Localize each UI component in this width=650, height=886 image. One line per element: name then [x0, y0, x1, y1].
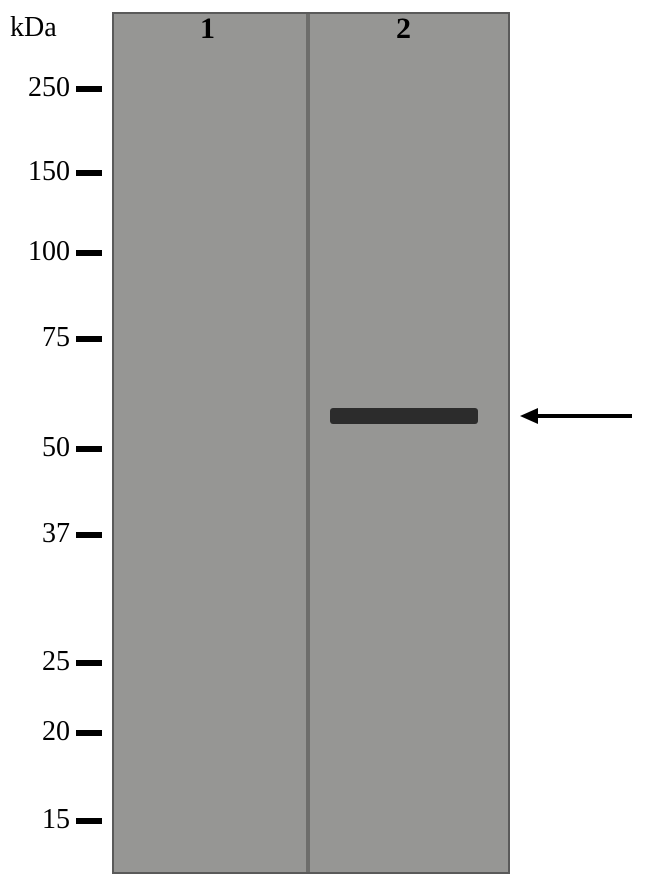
- marker-label: 50: [0, 432, 70, 464]
- lane-label-1: 1: [200, 12, 215, 46]
- marker-tick: [76, 730, 102, 736]
- lane-label-text: 2: [396, 12, 411, 45]
- marker-value: 100: [28, 236, 70, 267]
- marker-tick: [76, 336, 102, 342]
- marker-label: 25: [0, 646, 70, 678]
- marker-label: 150: [0, 156, 70, 188]
- marker-label: 75: [0, 322, 70, 354]
- marker-label: 37: [0, 518, 70, 550]
- axis-unit-label: kDa: [10, 12, 57, 44]
- marker-value: 150: [28, 156, 70, 187]
- marker-value: 20: [42, 716, 70, 747]
- marker-label: 15: [0, 804, 70, 836]
- marker-value: 37: [42, 518, 70, 549]
- marker-tick: [76, 170, 102, 176]
- marker-value: 15: [42, 804, 70, 835]
- marker-value: 25: [42, 646, 70, 677]
- marker-label: 100: [0, 236, 70, 268]
- blot-membrane: [112, 12, 510, 874]
- band-arrow-icon: [516, 402, 636, 430]
- marker-tick: [76, 446, 102, 452]
- marker-tick: [76, 86, 102, 92]
- marker-label: 250: [0, 72, 70, 104]
- lane-divider: [306, 14, 310, 872]
- protein-band: [330, 408, 478, 424]
- marker-tick: [76, 532, 102, 538]
- marker-value: 75: [42, 322, 70, 353]
- figure-container: kDa 250 150 100 75 50 37 25 20 15: [0, 0, 650, 886]
- lane-label-2: 2: [396, 12, 411, 46]
- marker-tick: [76, 250, 102, 256]
- marker-tick: [76, 818, 102, 824]
- marker-value: 250: [28, 72, 70, 103]
- marker-value: 50: [42, 432, 70, 463]
- axis-unit-text: kDa: [10, 12, 57, 43]
- marker-tick: [76, 660, 102, 666]
- marker-label: 20: [0, 716, 70, 748]
- lane-label-text: 1: [200, 12, 215, 45]
